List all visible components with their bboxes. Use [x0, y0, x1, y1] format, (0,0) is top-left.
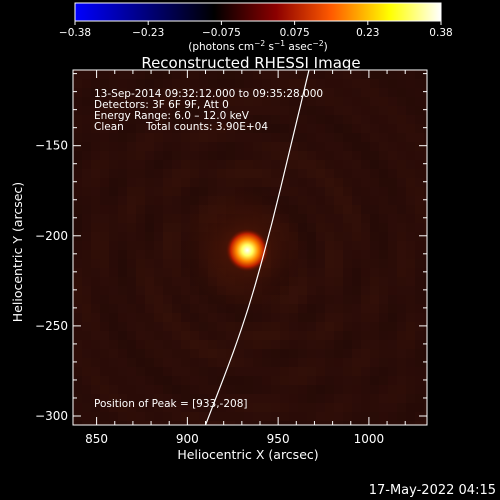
- colorbar-ticks: −0.38 −0.23 −0.075 0.075 0.23 0.38: [59, 21, 453, 39]
- solar-limb-line: [204, 70, 310, 425]
- image-area: [73, 70, 427, 425]
- x-tick-label: 850: [85, 432, 108, 446]
- chart-title: Reconstructed RHESSI Image: [141, 54, 360, 72]
- plot-frame: [72, 69, 428, 426]
- x-axis: 850 900 950 1000: [85, 70, 406, 446]
- peak-position-text: Position of Peak = [933,-208]: [94, 398, 248, 410]
- y-axis-label: Heliocentric Y (arcsec): [10, 182, 25, 322]
- clean-label: Clean: [94, 121, 124, 133]
- y-axis: −150 −200 −250 −300: [35, 73, 427, 423]
- total-counts-text: Total counts: 3.90E+04: [145, 121, 268, 133]
- y-tick-label: −150: [35, 139, 68, 153]
- xray-source: [225, 228, 270, 273]
- footer-timestamp: 17-May-2022 04:15: [369, 483, 496, 498]
- energy-range-text: Energy Range: 6.0 – 12.0 keV: [94, 110, 250, 122]
- colorbar-units: (photons cm−2 s−1 asec−2): [188, 39, 327, 53]
- y-tick-label: −250: [35, 319, 68, 333]
- x-tick-label: 900: [176, 432, 199, 446]
- colorbar-tick-label: −0.075: [202, 27, 241, 39]
- colorbar-tick-label: 0.075: [280, 27, 310, 39]
- colorbar-tick-label: −0.23: [132, 27, 164, 39]
- x-tick-label: 950: [267, 432, 290, 446]
- colorbar-tick-label: −0.38: [59, 27, 91, 39]
- colorbar-tick-label: 0.23: [356, 27, 379, 39]
- x-axis-label: Heliocentric X (arcsec): [177, 447, 318, 462]
- x-tick-label: 1000: [354, 432, 385, 446]
- detectors-text: Detectors: 3F 6F 9F, Att 0: [94, 99, 229, 111]
- time-range-text: 13-Sep-2014 09:32:12.000 to 09:35:28.000: [94, 88, 323, 100]
- colorbar-gradient: [74, 2, 442, 22]
- colorbar-tick-label: 0.38: [429, 27, 452, 39]
- y-tick-label: −300: [35, 409, 68, 423]
- colorbar: −0.38 −0.23 −0.075 0.075 0.23 0.38 (photons c…: [59, 2, 453, 53]
- y-tick-label: −200: [35, 229, 68, 243]
- annotation-block: 13-Sep-2014 09:32:12.000 to 09:35:28.000…: [94, 88, 323, 410]
